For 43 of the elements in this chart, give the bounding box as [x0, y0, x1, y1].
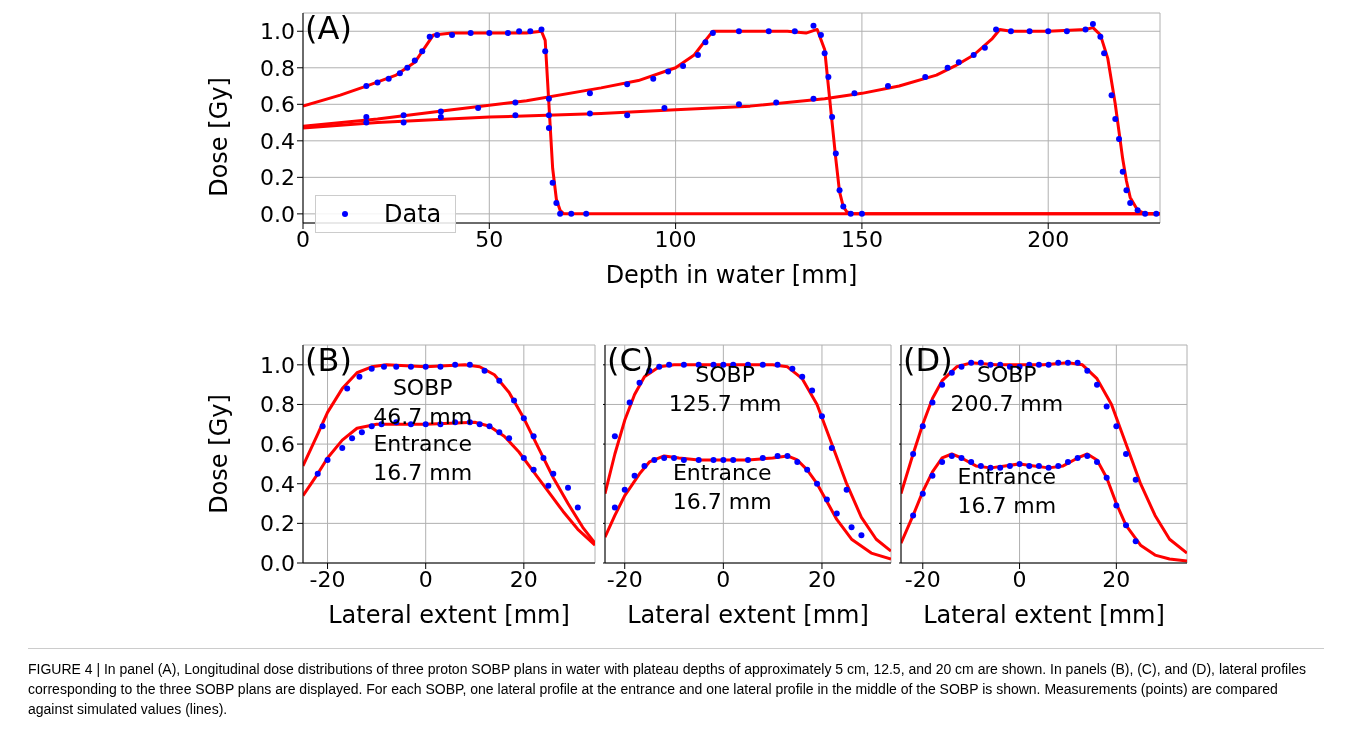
x-tick-label: 20 [509, 566, 538, 592]
annotation: SOBP 125.7 mm [668, 360, 782, 418]
x-axis-title: Depth in water [mm] [605, 261, 858, 289]
annotation: SOBP 200.7 mm [950, 361, 1064, 416]
chart-title: (A) [305, 9, 352, 47]
annotation: Entrance 16.7 mm [373, 430, 473, 488]
chart-title: (C) [607, 341, 655, 379]
y-tick-label: 0.0 [260, 201, 295, 227]
x-axis-title: Lateral extent [mm] [627, 601, 869, 629]
x-tick-label: 0 [296, 226, 310, 252]
y-tick-label: 1.0 [260, 19, 295, 45]
chart-title: (B) [305, 341, 352, 379]
y-tick-label: 0.4 [260, 128, 295, 154]
y-tick-label: 1.0 [260, 352, 295, 378]
y-tick-label: 0.2 [260, 165, 295, 191]
y-tick-label: 0.0 [260, 550, 295, 576]
chart-title: (D) [903, 341, 953, 379]
x-tick-label: 100 [654, 226, 697, 252]
x-tick-label: 150 [840, 226, 883, 252]
legend-label: Data [384, 200, 442, 228]
x-tick-label: 0 [1012, 566, 1027, 592]
x-tick-label: -20 [309, 566, 346, 592]
caption: FIGURE 4 | In panel (A), Longitudinal dose distributions of three proton SOBP plans in water with plateau depths of approximately 5 cm, 12.5, and 20 cm are shown. In panels (B), (C), and (D), lateral profiles corresponding to the three SOBP plans are displayed. For each SOBP, one lateral profile at the entrance and one lateral profile in the middle of the SOBP is shown. Measurements (points) are compared against simulated values (lines). [28, 660, 1308, 719]
x-tick-label: 20 [807, 566, 836, 592]
x-tick-label: 0 [716, 566, 731, 592]
x-tick-label: -20 [904, 566, 941, 592]
x-tick-label: 200 [1027, 226, 1070, 252]
x-axis-title: Lateral extent [mm] [328, 601, 570, 629]
y-axis-title: Dose [Gy] [205, 394, 233, 514]
x-tick-label: 20 [1102, 566, 1131, 592]
annotation: Entrance 16.7 mm [672, 458, 772, 516]
annotation: Entrance 16.7 mm [957, 463, 1057, 521]
y-tick-label: 0.8 [260, 55, 295, 81]
x-tick-label: -20 [606, 566, 643, 592]
x-tick-label: 50 [475, 226, 504, 252]
y-tick-label: 0.6 [260, 431, 295, 457]
y-axis-title: Dose [Gy] [205, 77, 233, 197]
y-tick-label: 0.6 [260, 92, 295, 118]
y-tick-label: 0.8 [260, 392, 295, 418]
y-tick-label: 0.4 [260, 471, 295, 497]
x-axis-title: Lateral extent [mm] [923, 601, 1165, 629]
y-tick-label: 0.2 [260, 511, 295, 537]
x-tick-label: 0 [418, 566, 433, 592]
